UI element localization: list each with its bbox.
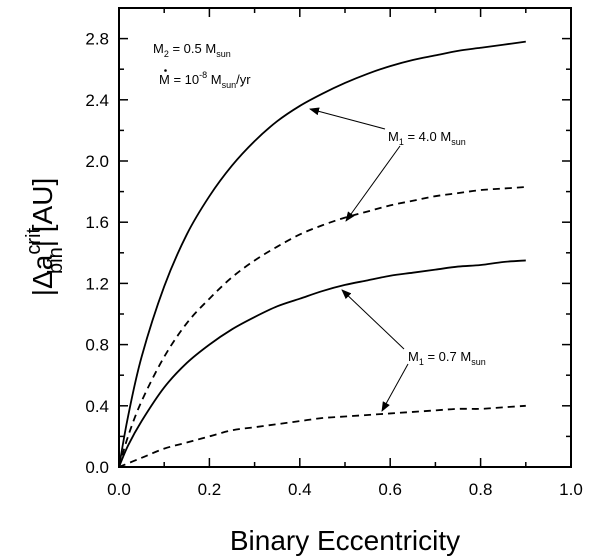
annotation-mdot: M = 10-8 Msun/yr (159, 69, 251, 90)
svg-text:M = 10-8 Msun/yr: M = 10-8 Msun/yr (159, 70, 251, 90)
x-tick-label: 0.2 (198, 480, 222, 499)
x-axis-title: Binary Eccentricity (230, 525, 460, 556)
y-tick-label: 1.6 (85, 213, 109, 232)
annotation-m1-low: M1 = 0.7 Msun (408, 349, 486, 367)
svg-text:|Δacritbin| [AU]: |Δacritbin| [AU] (23, 178, 67, 296)
series-line-1 (118, 40, 526, 468)
x-tick-labels: 0.0 0.2 0.4 0.6 0.8 1.0 (107, 480, 583, 499)
y-tick-label: 0.0 (85, 458, 109, 477)
arrow-m1-low-solid (341, 289, 405, 350)
y-axis-title: |Δacritbin| [AU] (23, 178, 67, 296)
series-line-3 (118, 259, 526, 468)
x-tick-label: 0.8 (469, 480, 493, 499)
y-tick-label: 2.0 (85, 152, 109, 171)
y-tick-label: 0.4 (85, 397, 109, 416)
data-series (118, 40, 526, 468)
series-line-2 (118, 186, 526, 468)
x-tick-label: 0.6 (378, 480, 402, 499)
arrow-m1-low-dashed (381, 363, 409, 412)
x-tick-label: 1.0 (559, 480, 583, 499)
annotation-m2: M2 = 0.5 Msun (153, 41, 231, 59)
y-tick-label: 1.2 (85, 274, 109, 293)
y-tick-label: 0.8 (85, 336, 109, 355)
series-line-4 (118, 404, 526, 468)
arrow-m1-high-dashed (345, 145, 401, 222)
x-tick-label: 0.0 (107, 480, 131, 499)
y-tick-label: 2.4 (85, 91, 109, 110)
plot-frame (118, 7, 572, 468)
y-tick-labels: 0.0 0.4 0.8 1.2 1.6 2.0 2.4 2.8 (85, 30, 109, 477)
y-tick-label: 2.8 (85, 30, 109, 49)
arrow-m1-high-solid (309, 107, 386, 130)
x-tick-label: 0.4 (288, 480, 312, 499)
annotation-m1-high: M1 = 4.0 Msun (388, 129, 466, 147)
